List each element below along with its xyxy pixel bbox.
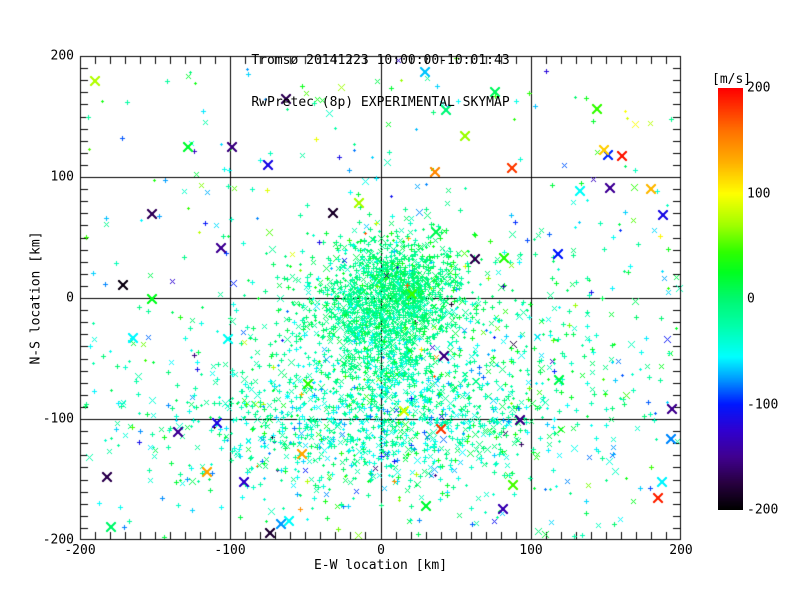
colorbar-tick-label: 100 <box>747 186 771 202</box>
y-tick-label: 0 <box>66 290 74 306</box>
colorbar-gradient <box>718 88 743 510</box>
x-tick-label: -200 <box>64 543 96 558</box>
y-axis-title: N-S location [km] <box>28 231 44 365</box>
colorbar-unit-label: [m/s] <box>712 72 752 87</box>
y-tick-label: -100 <box>42 411 74 427</box>
colorbar-tick-label: -200 <box>747 502 779 518</box>
y-tick-label: 200 <box>50 48 74 64</box>
plot-title-line1: Tromsø 20141223 10:00:00-10:01:43 <box>251 53 510 68</box>
x-axis-title: E-W location [km] <box>313 558 448 573</box>
x-tick-label: 0 <box>377 543 385 558</box>
plot-title-line2: RwPretec (8p) EXPERIMENTAL SKYMAP <box>251 95 510 110</box>
x-tick-label: -100 <box>214 543 246 558</box>
y-tick-label: 100 <box>50 169 74 185</box>
colorbar-tick-label: 0 <box>747 291 755 307</box>
x-tick-label: 200 <box>669 543 693 558</box>
plot-title: Tromsø 20141223 10:00:00-10:01:43 RwPret… <box>80 26 681 138</box>
y-tick-label: -200 <box>42 532 74 548</box>
x-tick-label: 100 <box>519 543 543 558</box>
colorbar-tick-label: 200 <box>747 80 771 96</box>
colorbar-tick-label: -100 <box>747 397 779 413</box>
